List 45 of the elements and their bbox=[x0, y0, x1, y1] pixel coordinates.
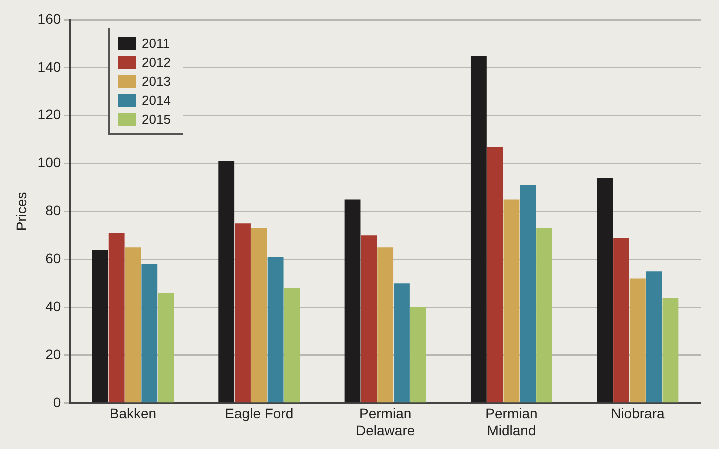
y-tick-label: 160 bbox=[38, 10, 62, 27]
y-tick-label: 140 bbox=[38, 58, 62, 75]
bar bbox=[487, 147, 504, 403]
bar bbox=[597, 178, 614, 403]
bar bbox=[646, 272, 662, 403]
bar bbox=[614, 238, 630, 403]
bar bbox=[630, 278, 646, 403]
bar bbox=[410, 308, 426, 403]
y-tick-label: 20 bbox=[46, 346, 62, 362]
legend-label: 2013 bbox=[142, 74, 171, 89]
y-tick-label: 40 bbox=[46, 298, 62, 314]
x-tick-label: Niobrara bbox=[611, 406, 665, 422]
legend-label: 2015 bbox=[142, 112, 171, 127]
bar bbox=[662, 298, 679, 403]
y-tick-label: 0 bbox=[53, 394, 62, 410]
bar bbox=[218, 161, 235, 403]
bar bbox=[142, 264, 158, 403]
y-tick-label: 120 bbox=[38, 106, 62, 123]
bar bbox=[361, 236, 378, 403]
bar bbox=[470, 56, 487, 403]
x-tick-label: Permian Delaware bbox=[356, 406, 416, 438]
y-tick-label: 100 bbox=[38, 154, 62, 171]
bar bbox=[504, 200, 520, 403]
bar bbox=[536, 228, 553, 403]
x-tick-label: Eagle Ford bbox=[225, 406, 294, 422]
bar bbox=[268, 257, 284, 403]
y-axis-title: Prices bbox=[13, 192, 30, 232]
bar bbox=[108, 233, 125, 403]
bar bbox=[344, 200, 361, 403]
legend-label: 2011 bbox=[142, 36, 170, 51]
legend-label: 2014 bbox=[142, 93, 171, 108]
bar bbox=[284, 288, 300, 403]
bar bbox=[520, 185, 536, 403]
x-tick-label: Permian Midland bbox=[486, 406, 538, 438]
x-tick-label: Bakken bbox=[110, 406, 157, 422]
bar bbox=[378, 248, 394, 403]
bar bbox=[394, 284, 410, 403]
bar bbox=[125, 248, 142, 403]
bar bbox=[235, 224, 251, 403]
bar bbox=[158, 293, 174, 403]
y-tick-label: 80 bbox=[46, 202, 62, 219]
bar bbox=[251, 228, 268, 403]
bar bbox=[92, 250, 108, 403]
legend-label: 2012 bbox=[142, 55, 171, 70]
y-tick-label: 60 bbox=[46, 250, 62, 266]
